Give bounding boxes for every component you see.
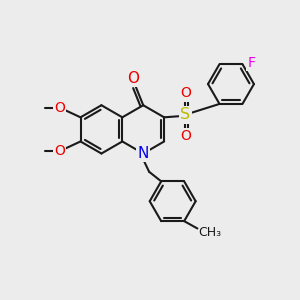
Text: O: O [180, 130, 191, 143]
Text: S: S [180, 107, 190, 122]
Text: O: O [127, 71, 139, 86]
Text: CH₃: CH₃ [198, 226, 221, 239]
Text: O: O [180, 86, 191, 100]
Text: O: O [55, 144, 65, 158]
Text: N: N [137, 146, 149, 161]
Text: O: O [55, 101, 65, 115]
Text: F: F [247, 56, 255, 70]
